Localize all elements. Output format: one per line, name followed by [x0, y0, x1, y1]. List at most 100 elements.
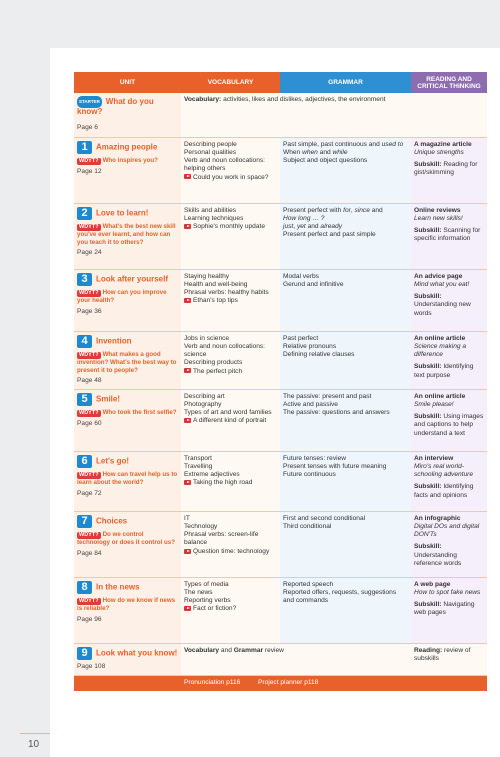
- header-grammar: Grammar: [280, 72, 411, 93]
- footer-row: Pronunciation p116 Project planner p118: [74, 675, 487, 691]
- unit-title: Choices: [96, 515, 128, 525]
- video-title: Sophie's monthly update: [193, 223, 266, 231]
- unit-page: Page 108: [77, 662, 106, 670]
- vocab-item: Transport: [184, 454, 212, 462]
- grammar-item: First and second conditional: [283, 514, 366, 522]
- unit-cell: 6 Let's go! WDYT? How can travel help us to…: [74, 451, 181, 512]
- unit-number: 5: [77, 392, 92, 406]
- starter-row: STARTER What do you know? Page 6 Vocabul…: [74, 93, 487, 138]
- unit-title: Look after yourself: [96, 273, 169, 283]
- vocab-item: Photography: [184, 400, 222, 408]
- grammar-item: Subject and object questions: [283, 157, 408, 165]
- reading-title: A magazine article: [414, 140, 472, 148]
- grammar-cell: Modal verbs Gerund and infinitive: [280, 269, 411, 332]
- unit-page: Page 84: [77, 549, 102, 557]
- unit-row-4: 4 Invention WDYT? What makes a good inventi…: [74, 331, 487, 390]
- vocab-item: Describing art: [184, 392, 225, 400]
- vocab-item: Learning techniques: [184, 214, 244, 222]
- grammar-item: The passive: present and past: [283, 392, 372, 400]
- subskill: Subskill: Understanding new words: [414, 293, 484, 318]
- grammar-fragment: since: [354, 206, 370, 214]
- grammar-fragment: used to: [381, 140, 404, 148]
- project-planner-link[interactable]: Project planner p118: [258, 678, 319, 686]
- subskill-text: Understanding reference words: [414, 551, 462, 568]
- wdyt-badge: WDYT?: [77, 289, 101, 298]
- subskill: Subskill: Identifying facts and opinions: [414, 483, 484, 500]
- subskill-text: Identifying facts and opinions: [414, 483, 474, 499]
- starter-vocab-cell: Vocabulary: activities, likes and dislik…: [181, 93, 487, 138]
- unit-number: 4: [77, 334, 92, 348]
- subskill: Subskill: Using images and captions to h…: [414, 413, 484, 438]
- question-text: How can you improve your health?: [77, 288, 167, 305]
- reading-cell: An advice page Mind what you eat! Subskill…: [411, 269, 487, 332]
- unit-number: 9: [77, 646, 92, 660]
- grammar-item: Third conditional: [283, 522, 332, 530]
- question-text: What's the best new skill you've ever le…: [77, 222, 176, 246]
- vocabulary-cell: IT Technology Phrasal verbs: screen-life b…: [181, 511, 280, 578]
- grammar-item: Past perfect: [283, 334, 319, 342]
- video-title: Fact or fiction?: [193, 605, 237, 613]
- reading-title: An infographic: [414, 514, 461, 522]
- grammar-cell: First and second conditional Third condit…: [280, 511, 411, 578]
- subskill-label: Subskill:: [414, 483, 442, 491]
- vocabulary-cell: Staying healthy Health and well-being Phra…: [181, 269, 280, 332]
- unit-row-9: 9 Look what you know! Page 108 Vocabulary…: [74, 643, 487, 676]
- question-text: How do we know if news is reliable?: [77, 596, 176, 613]
- video-item: Taking the high road: [184, 479, 277, 487]
- grammar-item: Defining relative clauses: [283, 351, 355, 359]
- grammar-fragment: and: [317, 148, 333, 156]
- reading-subtitle: How to spot fake news: [414, 588, 481, 596]
- unit-cell: 5 Smile! WDYT? Who took the first selfie? Pa…: [74, 389, 181, 452]
- grammar-item: Modal verbs: [283, 272, 319, 280]
- starter-vocab-text: activities, likes and dislikes, adjectiv…: [221, 96, 386, 103]
- video-icon: [184, 368, 191, 374]
- vocab-item: Staying healthy: [184, 272, 230, 280]
- vocab-item: Phrasal verbs: screen-life balance: [184, 531, 259, 547]
- wdyt-badge: WDYT?: [77, 409, 101, 418]
- unit-question: WDYT? What makes a good invention? What's…: [77, 351, 178, 375]
- unit-cell: 9 Look what you know! Page 108: [74, 643, 181, 676]
- vocab-item: IT: [184, 514, 190, 522]
- contents-page: Unit Vocabulary Grammar Reading and crit…: [50, 48, 500, 757]
- unit-cell: 8 In the news WDYT? How do we know if news …: [74, 577, 181, 644]
- subskill-text: Understanding new words: [414, 301, 471, 317]
- grammar-item: Present perfect and past simple: [283, 231, 376, 239]
- unit-question: WDYT? Who took the first selfie?: [77, 409, 178, 418]
- review-reading-label: Reading:: [414, 646, 443, 654]
- question-text: How can travel help us to learn about th…: [77, 470, 178, 487]
- unit-number: 1: [77, 140, 92, 154]
- vocab-item: Types of media: [184, 580, 229, 588]
- header-reading: Reading and critical thinking: [411, 72, 487, 93]
- unit-cell: 1 Amazing people WDYT? Who inspires you? Pag…: [74, 137, 181, 204]
- grammar-item: Present perfect with for, since and: [283, 207, 408, 215]
- vocabulary-cell: Describing art Photography Types of art an…: [181, 389, 280, 452]
- unit-number: 7: [77, 514, 92, 528]
- unit-cell: 7 Choices WDYT? Do we control technology or…: [74, 511, 181, 578]
- pronunciation-link[interactable]: Pronunciation p116: [184, 678, 241, 686]
- video-item: Question time: technology: [184, 548, 277, 556]
- unit-row-8: 8 In the news WDYT? How do we know if news …: [74, 577, 487, 644]
- reading-subtitle: Smile please!: [414, 400, 454, 408]
- reading-subtitle: Digital DOs and digital DON'Ts: [414, 522, 480, 539]
- unit-row-5: 5 Smile! WDYT? Who took the first selfie? Pa…: [74, 389, 487, 452]
- reading-title: An advice page: [414, 272, 463, 280]
- reading-cell: An interview Miro's real world-schooling …: [411, 451, 487, 512]
- video-title: A different kind of portrait: [193, 417, 267, 425]
- reading-cell: A web page How to spot fake news Subskill:…: [411, 577, 487, 644]
- unit-page: Page 72: [77, 489, 102, 497]
- subskill-label: Subskill:: [414, 363, 442, 371]
- grammar-fragment: for: [343, 206, 351, 214]
- unit-cell: 2 Love to learn! WDYT? What's the best new …: [74, 203, 181, 270]
- subskill: Subskill: Navigating web pages: [414, 601, 484, 618]
- video-item: Sophie's monthly update: [184, 223, 277, 231]
- vocab-item: Describing products: [184, 359, 243, 367]
- unit-page: Page 96: [77, 615, 102, 623]
- video-icon: [184, 223, 191, 229]
- header-row: Unit Vocabulary Grammar Reading and crit…: [74, 72, 487, 93]
- grammar-item: Gerund and infinitive: [283, 280, 344, 288]
- grammar-fragment: ,: [293, 223, 297, 231]
- unit-title: Let's go!: [96, 455, 130, 465]
- video-title: The perfect pitch: [193, 367, 243, 375]
- video-item: A different kind of portrait: [184, 417, 277, 425]
- reading-subtitle: Miro's real world-schooling adventure: [414, 462, 474, 479]
